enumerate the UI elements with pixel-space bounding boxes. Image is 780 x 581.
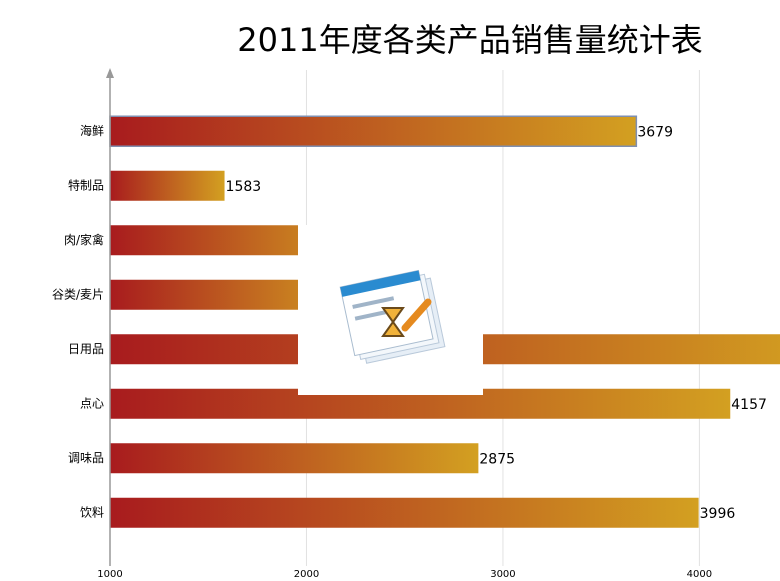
bar: [109, 115, 638, 147]
x-tick-label: 3000: [490, 569, 515, 580]
y-tick-label: 特制品: [68, 177, 104, 192]
y-tick-label: 点心: [80, 396, 104, 410]
data-label: 2875: [479, 451, 515, 467]
axis-arrow: [106, 68, 114, 78]
bar: [110, 497, 699, 528]
y-tick-label: 日用品: [68, 342, 104, 356]
x-tick-label: 4000: [687, 569, 712, 580]
data-label: 1583: [226, 179, 262, 195]
x-tick-label: 2000: [294, 569, 319, 580]
y-tick-label: 海鲜: [80, 123, 104, 138]
loading-overlay: [298, 225, 483, 395]
y-tick-label: 饮料: [80, 505, 104, 519]
y-tick-label: 谷类/麦片: [52, 287, 104, 301]
data-label: 4157: [731, 397, 767, 413]
data-label: 3996: [700, 506, 736, 522]
chart-title: 2011年度各类产品销售量统计表: [237, 21, 702, 59]
bar: [110, 170, 225, 201]
bar: [110, 443, 479, 474]
data-label: 3679: [637, 124, 673, 140]
y-tick-label: 调味品: [68, 451, 104, 465]
x-tick-label: 1000: [97, 569, 122, 580]
y-tick-label: 肉/家禽: [64, 232, 104, 247]
